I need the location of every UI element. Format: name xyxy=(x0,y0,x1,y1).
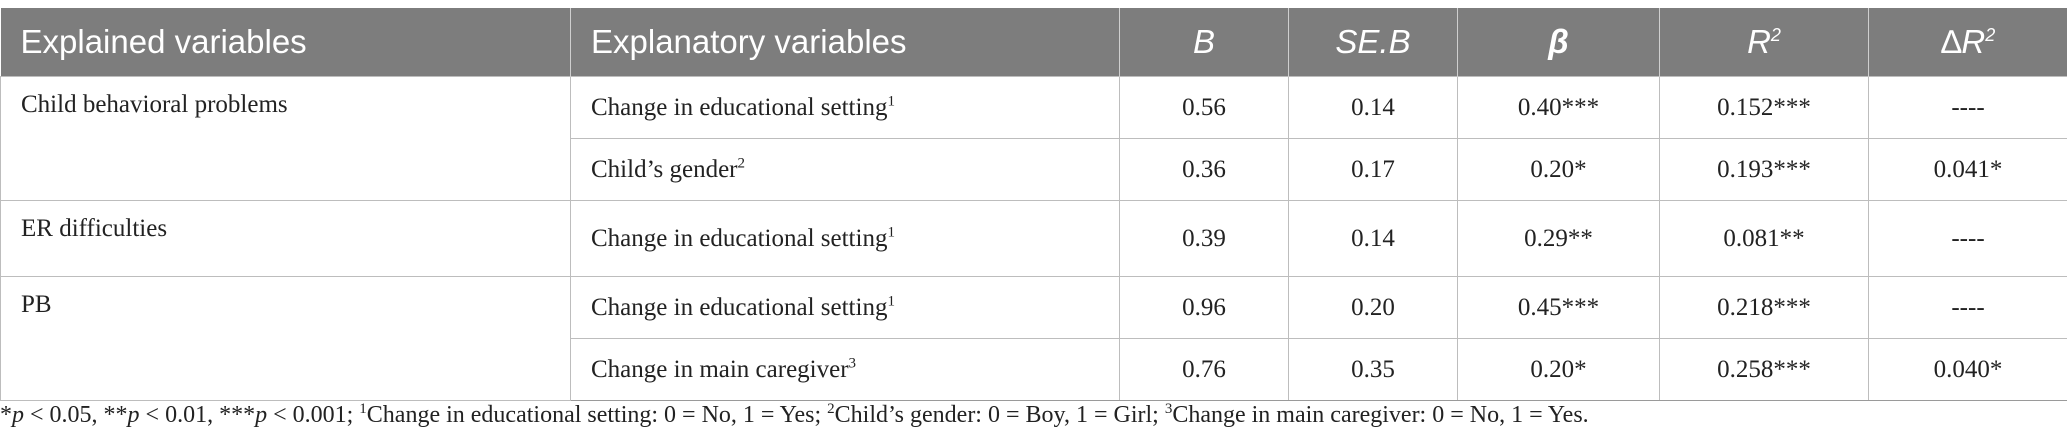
regression-table-container: Explained variables Explanatory variable… xyxy=(0,8,2067,401)
footnote-p2-rest: < 0.01, *** xyxy=(139,402,256,428)
b-cell: 0.39 xyxy=(1119,200,1289,277)
explanatory-cell: Change in educational setting1 xyxy=(570,200,1120,277)
b-cell: 0.96 xyxy=(1119,276,1289,339)
r2-cell: 0.193*** xyxy=(1659,138,1869,201)
footnote-p3: p xyxy=(255,402,268,428)
r2-cell: 0.152*** xyxy=(1659,76,1869,139)
beta-cell: 0.20* xyxy=(1457,338,1660,401)
explanatory-cell: Child’s gender2 xyxy=(570,138,1120,201)
explanatory-sup: 3 xyxy=(848,355,857,372)
table-header: Explained variables Explanatory variable… xyxy=(0,8,2067,77)
explanatory-text: Change in educational setting xyxy=(591,293,888,321)
explanatory-text: Child’s gender xyxy=(591,155,738,183)
r2-cell: 0.218*** xyxy=(1659,276,1869,339)
header-explanatory-variables: Explanatory variables xyxy=(570,8,1120,77)
table-footnote: *p < 0.05, **p < 0.01, ***p < 0.001; 1Ch… xyxy=(0,402,1589,429)
explanatory-text: Change in main caregiver xyxy=(591,355,849,383)
regression-table: Explained variables Explanatory variable… xyxy=(0,8,2067,401)
explanatory-sup: 2 xyxy=(737,155,746,172)
header-delta-r-sup: 2 xyxy=(1985,25,1996,45)
header-beta: β xyxy=(1457,8,1660,77)
footnote-p1: p xyxy=(12,402,24,428)
seb-cell: 0.14 xyxy=(1288,76,1458,139)
footnote-star: * xyxy=(0,402,12,428)
footnote-note1: Change in educational setting: 0 = No, 1… xyxy=(366,402,828,428)
seb-cell: 0.14 xyxy=(1288,200,1458,277)
b-cell: 0.36 xyxy=(1119,138,1289,201)
header-b: B xyxy=(1119,8,1289,77)
header-delta-r-squared: ∆R2 xyxy=(1868,8,2067,77)
header-row: Explained variables Explanatory variable… xyxy=(0,8,2067,77)
header-delta-symbol: ∆ xyxy=(1941,23,1962,60)
beta-cell: 0.20* xyxy=(1457,138,1660,201)
delta-r2-cell: ---- xyxy=(1868,76,2067,139)
explanatory-text: Change in educational setting xyxy=(591,93,888,121)
group-label-er-difficulties: ER difficulties xyxy=(0,200,571,277)
footnote-p2: p xyxy=(127,402,140,428)
table-row: Child’s gender2 0.36 0.17 0.20* 0.193***… xyxy=(1,138,2067,201)
footnote-p1-rest: < 0.05, ** xyxy=(24,402,128,428)
delta-r2-cell: ---- xyxy=(1868,276,2067,339)
footnote-note3: Change in main caregiver: 0 = No, 1 = Ye… xyxy=(1172,402,1589,428)
delta-r2-cell: ---- xyxy=(1868,200,2067,277)
header-delta-r-base: R xyxy=(1961,23,1986,60)
explanatory-cell: Change in educational setting1 xyxy=(570,276,1120,339)
table-row: Child behavioral problems Change in educ… xyxy=(0,76,2067,201)
explanatory-cell: Change in educational setting1 xyxy=(570,76,1120,139)
table-row: PB Change in educational setting1 0.96 0… xyxy=(0,276,2067,401)
header-se-b: SE.B xyxy=(1288,8,1458,77)
r2-cell: 0.258*** xyxy=(1659,338,1869,401)
footnote-p3-rest: < 0.001; xyxy=(267,402,360,428)
footnote-note2-sup: 2 xyxy=(827,401,835,417)
group-label-child-behavioral-problems: Child behavioral problems xyxy=(0,76,571,201)
table-row: ER difficulties Change in educational se… xyxy=(0,200,2067,277)
beta-cell: 0.40*** xyxy=(1457,76,1660,139)
explanatory-cell: Change in main caregiver3 xyxy=(570,338,1120,401)
header-r-squared: R2 xyxy=(1659,8,1869,77)
seb-cell: 0.20 xyxy=(1288,276,1458,339)
seb-cell: 0.35 xyxy=(1288,338,1458,401)
seb-cell: 0.17 xyxy=(1288,138,1458,201)
table-body: Child behavioral problems Change in educ… xyxy=(0,76,2067,401)
group-label-pb: PB xyxy=(0,276,571,401)
table-row: Change in main caregiver3 0.76 0.35 0.20… xyxy=(1,338,2067,401)
explanatory-text: Change in educational setting xyxy=(591,224,888,252)
explanatory-sup: 1 xyxy=(887,224,895,241)
footnote-note2: Child’s gender: 0 = Boy, 1 = Girl; xyxy=(834,402,1165,428)
b-cell: 0.76 xyxy=(1119,338,1289,401)
explanatory-sup: 1 xyxy=(887,93,895,110)
delta-r2-cell: 0.040* xyxy=(1868,338,2067,401)
header-r-squared-sup: 2 xyxy=(1770,25,1781,45)
delta-r2-cell: 0.041* xyxy=(1868,138,2067,201)
explanatory-sup: 1 xyxy=(887,293,895,310)
header-r-squared-base: R xyxy=(1747,23,1771,60)
footnote-note3-sup: 3 xyxy=(1164,401,1173,417)
beta-cell: 0.45*** xyxy=(1457,276,1660,339)
b-cell: 0.56 xyxy=(1119,76,1289,139)
beta-cell: 0.29** xyxy=(1457,200,1660,277)
footnote-note1-sup: 1 xyxy=(359,401,367,417)
r2-cell: 0.081** xyxy=(1659,200,1869,277)
header-explained-variables: Explained variables xyxy=(0,8,571,77)
